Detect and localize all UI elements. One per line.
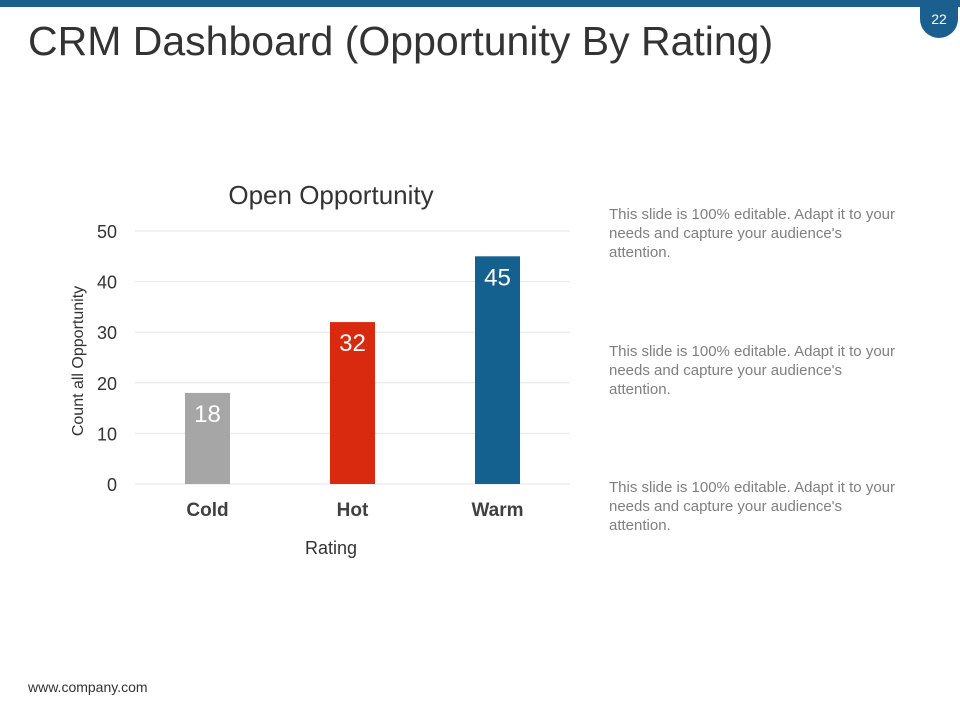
chart-title: Open Opportunity xyxy=(228,180,433,210)
bar-cold xyxy=(185,392,230,484)
data-label-cold: 18 xyxy=(194,401,221,428)
y-tick-label: 50 xyxy=(97,222,117,242)
description-text-3: This slide is 100% editable. Adapt it to… xyxy=(609,479,895,534)
top-accent-bar xyxy=(0,0,960,7)
y-tick-label: 30 xyxy=(97,323,117,343)
description-text-2: This slide is 100% editable. Adapt it to… xyxy=(609,343,895,398)
data-label-warm: 45 xyxy=(484,264,511,291)
footer-url[interactable]: www.company.com xyxy=(28,679,148,695)
y-tick-label: 10 xyxy=(97,424,117,444)
x-axis-label: Rating xyxy=(305,538,357,558)
page-number-badge: 22 xyxy=(920,0,958,38)
bar-warm xyxy=(475,256,520,484)
y-tick-label: 40 xyxy=(97,273,117,293)
slide-title: CRM Dashboard (Opportunity By Rating) xyxy=(28,18,774,64)
y-axis-label: Count all Opportunity xyxy=(70,286,87,436)
x-tick-label: Cold xyxy=(186,500,228,521)
y-tick-label: 0 xyxy=(107,475,117,495)
x-tick-label: Warm xyxy=(471,500,523,521)
y-tick-label: 20 xyxy=(97,374,117,394)
x-tick-label: Hot xyxy=(337,500,369,521)
data-label-hot: 32 xyxy=(339,330,366,357)
bar-hot xyxy=(330,322,375,484)
description-text-1: This slide is 100% editable. Adapt it to… xyxy=(609,206,895,261)
